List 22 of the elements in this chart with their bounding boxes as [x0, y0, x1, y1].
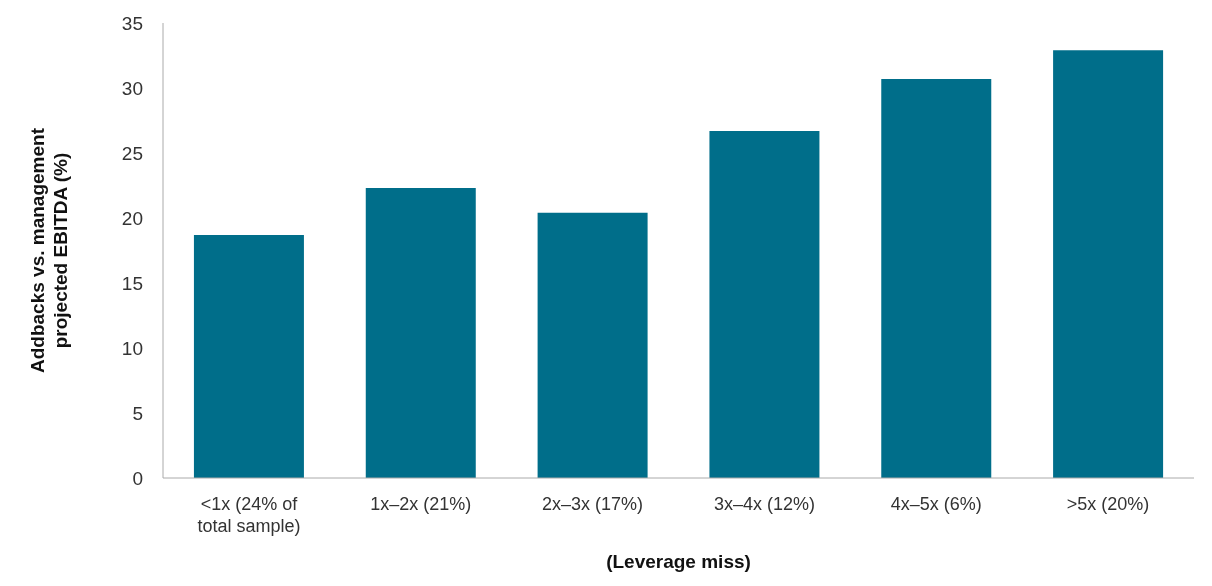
y-tick-label: 5 [132, 402, 143, 424]
y-tick-label: 30 [121, 77, 143, 99]
y-tick-label: 10 [121, 337, 143, 359]
x-tick-label: <1x (24% of total sample) [197, 494, 301, 536]
y-tick-label: 35 [121, 12, 143, 34]
bar [365, 188, 476, 478]
x-axis-title: (Leverage miss) [606, 551, 751, 572]
bar [1053, 50, 1164, 478]
x-tick-label: >5x (20%) [1066, 494, 1150, 514]
x-tick-label: 1x–2x (21%) [370, 494, 472, 514]
bar [709, 130, 820, 478]
bar [881, 78, 992, 478]
x-tick-label: 2x–3x (17%) [542, 494, 644, 514]
bar [193, 234, 304, 478]
y-tick-label: 25 [121, 142, 143, 164]
y-axis-title: Addbacks vs. management projected EBITDA (%) [27, 127, 71, 373]
x-tick-label: 4x–5x (6%) [890, 494, 982, 514]
bar [537, 212, 648, 478]
y-tick-label: 0 [132, 467, 143, 489]
y-tick-label: 15 [121, 272, 143, 294]
x-tick-label: 3x–4x (12%) [713, 494, 815, 514]
y-tick-label: 20 [121, 207, 143, 229]
